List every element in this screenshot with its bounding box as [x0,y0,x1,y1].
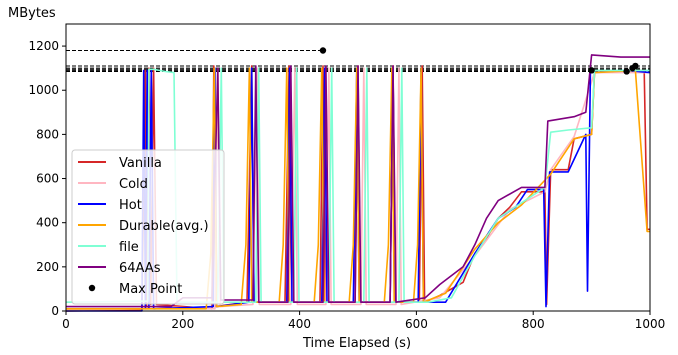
x-tick-label: 400 [288,317,311,331]
legend-label: 64AAs [119,261,161,276]
max-point-marker [588,67,595,74]
series-line-file [65,67,650,303]
series-layer [65,54,651,312]
y-tick-label: 0 [51,304,59,318]
y-axis-label: MBytes [8,6,56,21]
y-tick-label: 400 [36,216,59,230]
x-tick-label: 600 [405,317,428,331]
plot-frame [65,23,651,312]
legend-label: Max Point [119,282,182,297]
legend-max-point-marker [88,284,96,292]
legend-label: Hot [119,198,142,213]
y-tick-label: 200 [36,260,59,274]
max-points-layer [319,47,639,75]
y-tick-label: 1200 [28,39,59,53]
x-tick-label: 1000 [635,317,666,331]
max-point-marker [319,47,327,54]
x-axis-ticks: 0 200 400 600 800 1000 [62,311,665,331]
series-line-64aas [66,54,650,308]
x-axis-label: Time Elapsed (s) [302,336,411,351]
legend: Vanilla Cold Hot Durable(avg.) file 64AAs Max … [71,149,225,305]
legend-label: Vanilla [119,156,162,171]
y-axis-ticks: 0 200 400 600 800 1000 1200 [28,39,66,318]
legend-label: Cold [119,177,148,192]
x-tick-label: 200 [171,317,194,331]
max-point-marker [632,62,639,70]
legend-label: file [119,240,139,255]
y-tick-label: 1000 [28,83,59,97]
max-point-marker [623,68,630,75]
legend-box [71,149,225,305]
x-tick-label: 0 [62,317,70,331]
y-tick-label: 600 [36,172,59,186]
series-line-durable-avg- [66,67,650,310]
x-tick-label: 800 [522,317,545,331]
y-tick-label: 800 [36,127,59,141]
legend-label: Durable(avg.) [119,219,209,234]
